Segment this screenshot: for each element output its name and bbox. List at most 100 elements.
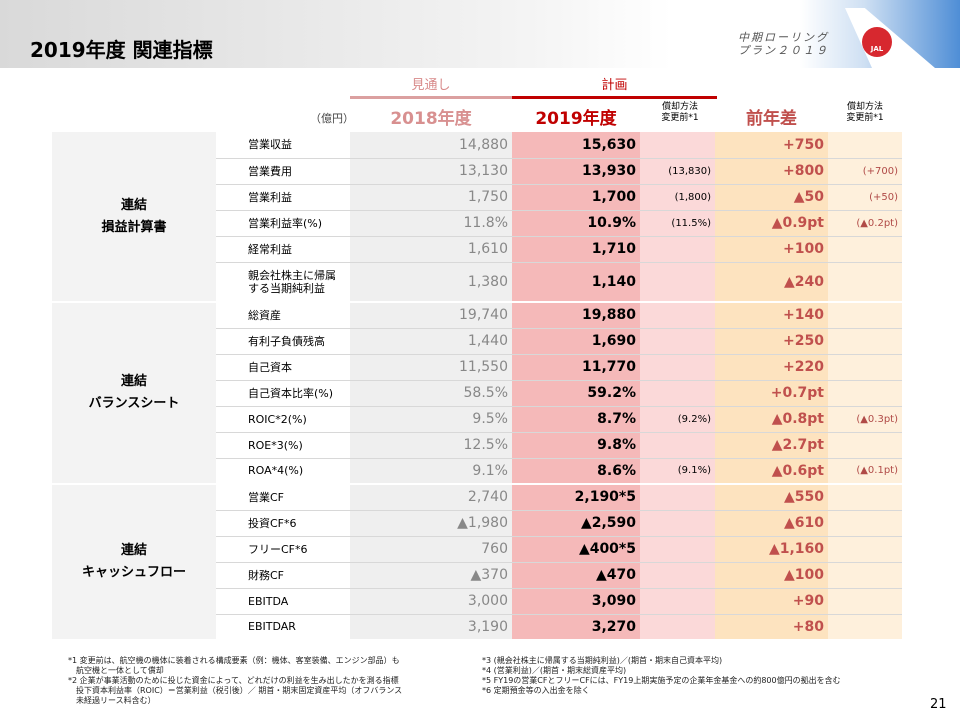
yoy-diff-pre-change-value <box>828 262 902 303</box>
row-label: 営業利益 <box>216 184 350 211</box>
yoy-diff-value: +140 <box>715 302 828 329</box>
table-row: 有利子負債残高 1,440 1,690 +250 <box>52 328 902 355</box>
fy2019-value: 15,630 <box>512 132 640 159</box>
fy2019-value: ▲470 <box>512 562 640 589</box>
plan-line2: プラン２０１９ <box>738 44 829 57</box>
row-label: 財務CF <box>216 562 350 589</box>
forecast-header: 見通し <box>350 74 512 99</box>
jal-logo-icon: JAL <box>862 27 892 57</box>
page-title: 2019年度 関連指標 <box>30 38 213 62</box>
fy2019-value: 1,700 <box>512 184 640 211</box>
fy2019-value: 8.6% <box>512 458 640 485</box>
fy2019-pre-change-value <box>640 588 715 615</box>
yoy-diff-pre-change-value <box>828 302 902 329</box>
fy2018-value: 1,440 <box>350 328 512 355</box>
yoy-diff-pre-change-value <box>828 380 902 407</box>
row-label: 営業利益率(%) <box>216 210 350 237</box>
yoy-diff-pre-change-value: (+50) <box>828 184 902 211</box>
yoy-diff-pre-change-value: (+700) <box>828 158 902 185</box>
yoy-diff-value: +220 <box>715 354 828 381</box>
table-row: フリーCF*6 760 ▲400*5 ▲1,160 <box>52 536 902 563</box>
yoy-diff-pre-change-value: (▲0.3pt) <box>828 406 902 433</box>
fy2019-pre-change-value <box>640 432 715 459</box>
fy2019-pre-change-value <box>640 562 715 589</box>
row-label: 親会社株主に帰属 する当期純利益 <box>216 262 350 303</box>
row-label: 営業収益 <box>216 132 350 159</box>
fy2018-value: 1,610 <box>350 236 512 263</box>
table-row: 経常利益 1,610 1,710 +100 <box>52 236 902 263</box>
indicators-table: 連結 損益計算書 営業収益 14,880 15,630 +750 営業費用 13,130 13… <box>52 132 902 641</box>
yoy-diff-value: +90 <box>715 588 828 615</box>
fy2019-value: 10.9% <box>512 210 640 237</box>
table-row: 投資CF*6 ▲1,980 ▲2,590 ▲610 <box>52 510 902 537</box>
yoy-diff-value: +800 <box>715 158 828 185</box>
fy2019-value: 13,930 <box>512 158 640 185</box>
row-label: 有利子負債残高 <box>216 328 350 355</box>
yoy-diff-pre-change-value <box>828 432 902 459</box>
fy2019-value: 9.8% <box>512 432 640 459</box>
row-label: 投資CF*6 <box>216 510 350 537</box>
row-label: 営業CF <box>216 484 350 511</box>
table-row: ROA*4(%) 9.1% 8.6% (9.1%) ▲0.6pt (▲0.1pt) <box>52 458 902 485</box>
footnote: 未経過リース料含む） <box>68 696 156 705</box>
fy2019-pre-change-value: (1,800) <box>640 184 715 211</box>
fy2019-pre-change-value: (9.2%) <box>640 406 715 433</box>
yoy-diff-value: ▲610 <box>715 510 828 537</box>
plan-line1: 中期ローリング <box>738 31 829 44</box>
yoy-diff-value: ▲1,160 <box>715 536 828 563</box>
fy2018-value: 19,740 <box>350 302 512 329</box>
fy2019-pre-change-value: (9.1%) <box>640 458 715 485</box>
note-col-header: 償却方法 変更前*1 <box>661 102 699 123</box>
unit-label: （億円） <box>310 112 354 125</box>
yoy-diff-value: +80 <box>715 614 828 641</box>
fy2019-value: 1,690 <box>512 328 640 355</box>
yoy-diff-value: ▲0.8pt <box>715 406 828 433</box>
yoy-diff-pre-change-value <box>828 614 902 641</box>
fy2019-value: 2,190*5 <box>512 484 640 511</box>
footnotes-right: *3 (親会社株主に帰属する当期純利益)／(期首・期末自己資本平均) *4 (営業… <box>482 656 841 696</box>
yoy-diff-value: ▲0.6pt <box>715 458 828 485</box>
fy2019-value: ▲2,590 <box>512 510 640 537</box>
row-label: 自己資本比率(%) <box>216 380 350 407</box>
fy2019-pre-change-value <box>640 380 715 407</box>
yoy-diff-pre-change-value <box>828 536 902 563</box>
fy2018-value: 2,740 <box>350 484 512 511</box>
table-row: ROIC*2(%) 9.5% 8.7% (9.2%) ▲0.8pt (▲0.3pt) <box>52 406 902 433</box>
fy2018-value: 14,880 <box>350 132 512 159</box>
yoy-diff-value: ▲50 <box>715 184 828 211</box>
yoy-diff-pre-change-value <box>828 132 902 159</box>
fy2019-header: 2019年度 <box>535 109 617 129</box>
logo-text: JAL <box>870 45 884 53</box>
fy2019-pre-change-value <box>640 236 715 263</box>
row-label: ROE*3(%) <box>216 432 350 459</box>
yoy-diff-pre-change-value: (▲0.1pt) <box>828 458 902 485</box>
section-label: 連結 バランスシート <box>52 302 216 485</box>
footnote: *6 定期預金等の入出金を除く <box>482 686 590 695</box>
footnote: *3 (親会社株主に帰属する当期純利益)／(期首・期末自己資本平均) <box>482 656 723 665</box>
fy2019-pre-change-value <box>640 510 715 537</box>
row-label: EBITDAR <box>216 614 350 641</box>
row-label: ROA*4(%) <box>216 458 350 485</box>
plan-header: 計画 <box>512 74 717 99</box>
yoy-diff-value: +100 <box>715 236 828 263</box>
section-label: 連結 キャッシュフロー <box>52 484 216 641</box>
yoy-diff-pre-change-value <box>828 562 902 589</box>
row-label: ROIC*2(%) <box>216 406 350 433</box>
yoy-diff-value: ▲0.9pt <box>715 210 828 237</box>
row-label: 経常利益 <box>216 236 350 263</box>
fy2019-value: 3,090 <box>512 588 640 615</box>
row-label: フリーCF*6 <box>216 536 350 563</box>
diff-header: 前年差 <box>746 109 797 129</box>
fy2018-value: 12.5% <box>350 432 512 459</box>
fy2018-header: 2018年度 <box>390 109 472 129</box>
yoy-diff-value: +250 <box>715 328 828 355</box>
yoy-diff-value: ▲240 <box>715 262 828 303</box>
fy2019-value: 8.7% <box>512 406 640 433</box>
footnote: *4 (営業利益)／(期首・期末総資産平均) <box>482 666 627 675</box>
plan-name: 中期ローリング プラン２０１９ <box>738 31 829 57</box>
yoy-diff-value: +0.7pt <box>715 380 828 407</box>
fy2019-value: 11,770 <box>512 354 640 381</box>
yoy-diff-pre-change-value <box>828 510 902 537</box>
row-label: 営業費用 <box>216 158 350 185</box>
table-row: 自己資本 11,550 11,770 +220 <box>52 354 902 381</box>
